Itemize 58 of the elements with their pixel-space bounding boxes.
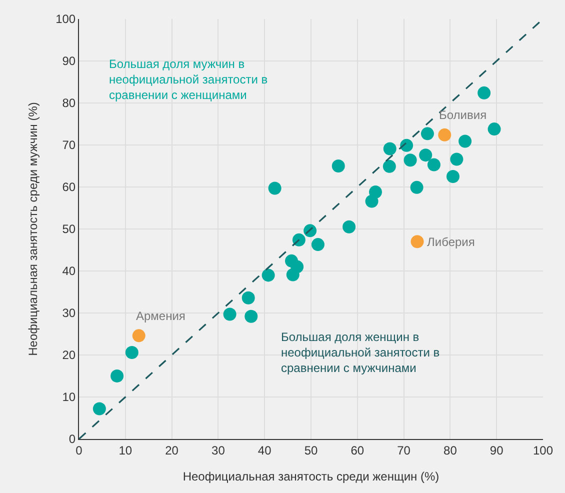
y-tick-label: 30 — [62, 306, 76, 320]
point — [410, 235, 424, 248]
point — [125, 346, 138, 359]
x-tick-label: 30 — [212, 443, 226, 458]
point — [419, 148, 432, 162]
point — [268, 182, 282, 195]
point — [410, 180, 424, 194]
point — [400, 138, 414, 152]
y-tick-label: 60 — [62, 180, 76, 194]
point — [342, 220, 356, 234]
y-tick-label: 70 — [62, 138, 76, 152]
point — [446, 170, 460, 183]
point — [262, 268, 275, 282]
y-tick-label: 90 — [62, 54, 76, 68]
y-tick-label: 0 — [68, 432, 76, 446]
y-tick-label: 20 — [62, 348, 76, 362]
x-tick-label: 80 — [444, 443, 458, 458]
y-tick-label: 10 — [62, 390, 76, 404]
point — [420, 127, 434, 140]
point — [223, 308, 236, 321]
point — [488, 122, 501, 136]
x-tick-label: 50 — [304, 443, 318, 458]
y-tick-label: 50 — [62, 222, 76, 236]
point — [383, 142, 396, 156]
x-tick-label: 90 — [490, 443, 504, 458]
annotation: Боливия — [439, 108, 487, 122]
x-tick-label: 20 — [165, 443, 179, 458]
point — [286, 268, 300, 282]
annotation: Большая доля мужчин в неофициальной занятости в сравнении с женщинами — [109, 57, 268, 102]
annotation: Большая доля женщин в неофициальной занятости в сравнении с мужчинами — [281, 330, 440, 376]
point — [292, 233, 306, 246]
point — [242, 291, 255, 304]
point — [382, 160, 396, 173]
annotation: Армения — [136, 309, 186, 323]
point — [92, 402, 106, 416]
y-tick-label: 80 — [62, 96, 76, 110]
annotation: Либерия — [427, 235, 475, 249]
y-tick-label: 100 — [56, 12, 76, 26]
point — [132, 329, 146, 342]
point — [450, 152, 464, 166]
point — [404, 154, 417, 167]
y-tick-label: 40 — [62, 264, 76, 278]
x-tick-label: 60 — [350, 443, 364, 458]
point — [458, 134, 472, 148]
x-tick-label: 40 — [258, 443, 272, 458]
point — [332, 160, 345, 172]
point — [427, 158, 440, 172]
point — [244, 310, 258, 323]
point — [438, 128, 452, 142]
x-tick-label: 100 — [532, 443, 554, 458]
point — [365, 194, 378, 208]
y-axis-title: Неофициальная занятость среди мужчин (%) — [26, 102, 40, 356]
x-tick-label: 10 — [118, 443, 132, 458]
point — [478, 86, 491, 100]
point — [311, 238, 324, 252]
point — [110, 370, 124, 382]
x-tick-label: 70 — [397, 443, 411, 458]
x-axis-title: Неофициальная занятость среди женщин (%) — [182, 469, 440, 484]
